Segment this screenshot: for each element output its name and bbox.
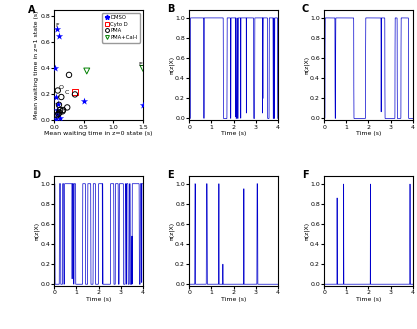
Point: [80, 98, 87, 104]
Point: [56, 110, 63, 115]
Point: [83, 68, 90, 74]
Point: [72, 89, 78, 94]
Point: [55, 102, 62, 108]
X-axis label: Time (s): Time (s): [221, 297, 246, 302]
Point: [58, 94, 65, 100]
Point: [59, 109, 66, 114]
Point: [55, 101, 61, 106]
Point: [140, 66, 146, 71]
Point: [57, 107, 63, 113]
Point: [56, 115, 63, 120]
Point: [54, 113, 60, 118]
Point: [54, 27, 60, 32]
Point: [53, 116, 59, 122]
Point: [65, 72, 72, 78]
Text: A: A: [28, 6, 35, 15]
Point: [53, 107, 60, 113]
Y-axis label: π(z|X): π(z|X): [35, 222, 40, 240]
Y-axis label: π(z|X): π(z|X): [170, 222, 175, 240]
Point: [60, 107, 66, 113]
Y-axis label: π(z|X): π(z|X): [170, 56, 175, 74]
Text: F: F: [302, 170, 309, 180]
Point: [54, 111, 60, 116]
Point: [52, 66, 59, 71]
Point: [64, 105, 70, 110]
Y-axis label: π(z|X): π(z|X): [304, 222, 310, 240]
X-axis label: Time (s): Time (s): [356, 131, 381, 136]
Text: B: B: [56, 110, 60, 114]
Point: [55, 111, 62, 116]
Point: [140, 102, 146, 108]
X-axis label: Time (s): Time (s): [221, 131, 246, 136]
Y-axis label: π(z|X): π(z|X): [304, 56, 310, 74]
Text: C: C: [64, 90, 69, 95]
Point: [55, 88, 61, 93]
Point: [72, 92, 78, 97]
Text: C: C: [302, 4, 309, 14]
Text: B: B: [167, 4, 174, 14]
X-axis label: Mean waiting time in z=0 state (s): Mean waiting time in z=0 state (s): [44, 131, 153, 136]
Y-axis label: Mean waiting time in z=1 state (s): Mean waiting time in z=1 state (s): [34, 11, 39, 119]
Text: E: E: [138, 62, 142, 67]
Point: [55, 33, 62, 38]
Point: [53, 94, 59, 100]
X-axis label: Time (s): Time (s): [356, 297, 381, 302]
Text: D: D: [32, 170, 40, 180]
Legend: DMSO, Cyto D, PMA, PMA+Cal-I: DMSO, Cyto D, PMA, PMA+Cal-I: [102, 13, 141, 42]
Text: O: O: [58, 85, 63, 90]
Text: E: E: [167, 170, 173, 180]
Text: F: F: [55, 23, 59, 28]
X-axis label: Time (s): Time (s): [86, 297, 111, 302]
